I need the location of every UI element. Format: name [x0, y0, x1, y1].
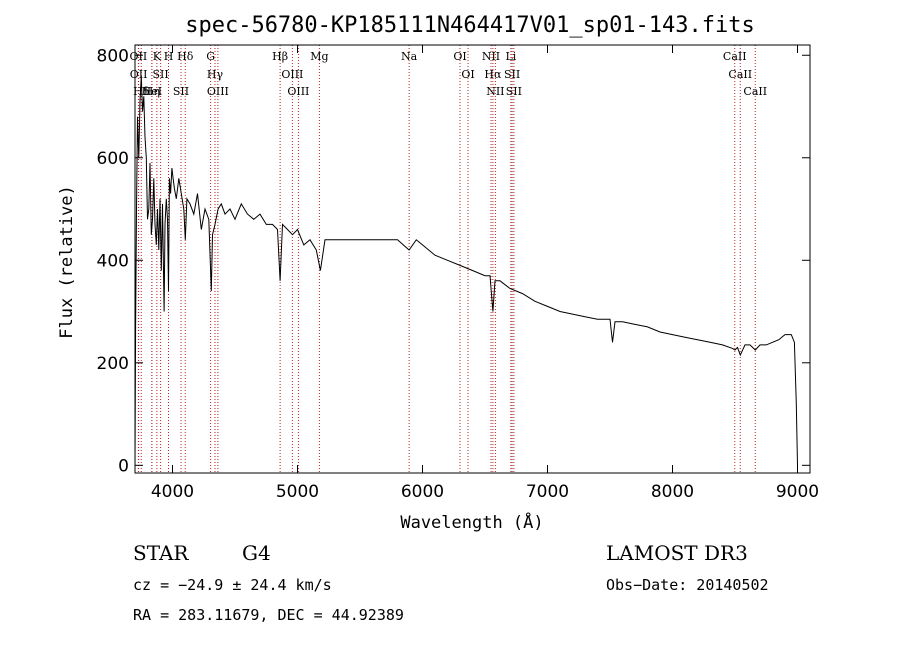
emission-line-label: HeI	[142, 85, 162, 98]
emission-line-label: Hβ	[272, 50, 288, 63]
x-tick-label: 9000	[776, 482, 819, 502]
y-axis-ticks: 0 200 400 600 800	[97, 46, 810, 476]
y-tick-label: 200	[97, 354, 129, 374]
emission-line-label: H	[164, 50, 174, 63]
emission-line-label: NII	[482, 50, 500, 63]
x-axis-label: Wavelength (Å)	[400, 511, 543, 533]
x-tick-label: 7000	[526, 482, 569, 502]
emission-line-label: Li	[505, 50, 516, 63]
emission-line-label: OIII	[287, 85, 309, 98]
y-tick-label: 0	[118, 456, 129, 476]
observation-date: Obs−Date: 20140502	[606, 576, 769, 594]
spectrum-curve	[134, 75, 798, 466]
x-tick-label: 5000	[276, 482, 319, 502]
x-tick-label: 6000	[401, 482, 444, 502]
emission-line-label: SII	[504, 68, 520, 81]
y-tick-label: 600	[97, 149, 129, 169]
emission-line-label: SII	[506, 85, 522, 98]
plot-frame	[134, 44, 811, 474]
emission-line-label: OII	[130, 68, 148, 81]
y-tick-label: 800	[97, 46, 129, 66]
x-tick-label: 4000	[151, 482, 194, 502]
x-axis-ticks: 4000 5000 6000 7000 8000 9000	[151, 45, 819, 502]
emission-line-label: SII	[173, 85, 189, 98]
emission-line-label: SII	[153, 68, 169, 81]
emission-line-label: CaII	[723, 50, 747, 63]
chart-title: spec-56780-KP185111N464417V01_sp01-143.f…	[185, 13, 755, 38]
emission-line-label: K	[153, 50, 162, 63]
coordinates: RA = 283.11679, DEC = 44.92389	[133, 606, 404, 624]
emission-line-label: G	[206, 50, 215, 63]
redshift-velocity: cz = −24.9 ± 24.4 km/s	[133, 576, 332, 594]
survey-name: LAMOST DR3	[606, 541, 748, 565]
emission-line-label: NII	[486, 85, 504, 98]
y-axis-label: Flux (relative)	[57, 185, 77, 339]
emission-line-label: Hδ	[177, 50, 194, 63]
emission-line-label: OIII	[207, 85, 229, 98]
emission-line-label: Na	[401, 50, 418, 63]
emission-line-label: Hα	[484, 68, 502, 81]
emission-line-label: OII	[130, 50, 148, 63]
spectral-subclass: G4	[242, 541, 271, 565]
object-class: STAR	[133, 541, 189, 565]
emission-line-label: OIII	[281, 68, 303, 81]
x-tick-label: 8000	[651, 482, 694, 502]
emission-line-label: Hγ	[207, 68, 224, 81]
emission-line-label: OI	[453, 50, 466, 63]
y-tick-label: 400	[97, 251, 129, 271]
emission-line-label: CaII	[728, 68, 752, 81]
emission-line-label: Mg	[310, 50, 328, 63]
emission-line-label: Hη	[144, 85, 160, 98]
emission-line-label: CaII	[743, 85, 767, 98]
emission-line-label: OI	[461, 68, 474, 81]
